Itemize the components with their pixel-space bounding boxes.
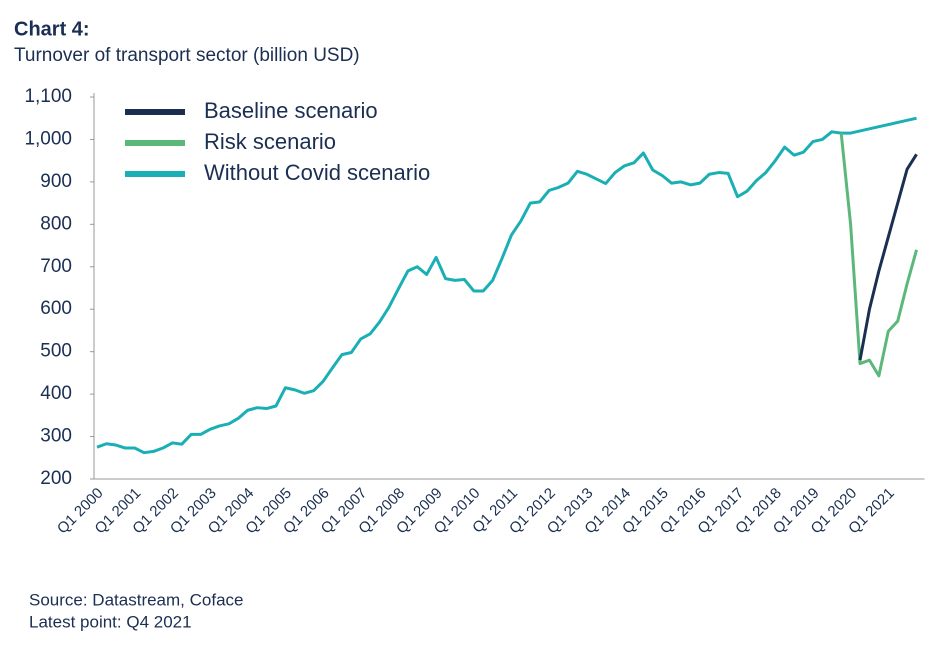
y-tick-label: 500 [40,341,72,362]
source: Source: Datastream, Coface [29,590,243,609]
series-line [96,116,917,455]
chart-title: Chart 4: [14,18,90,40]
legend-label: Without Covid scenario [204,160,430,185]
legend-label: Risk scenario [204,129,336,154]
y-tick-label: 700 [40,256,72,277]
y-tick-label: 400 [40,383,72,404]
y-tick-label: 1,100 [24,86,72,107]
chart-subtitle: Turnover of transport sector (billion US… [14,45,360,66]
note: Latest point: Q4 2021 [29,612,192,631]
series-line [858,153,918,361]
y-tick-label: 800 [40,213,72,234]
y-tick-label: 300 [40,426,72,447]
y-tick-label: 1,000 [24,128,72,149]
y-tick-label: 200 [40,468,72,489]
legend-label: Baseline scenario [204,98,378,123]
y-tick-label: 900 [40,171,72,192]
y-tick-label: 600 [40,298,72,319]
series-line [839,132,918,378]
